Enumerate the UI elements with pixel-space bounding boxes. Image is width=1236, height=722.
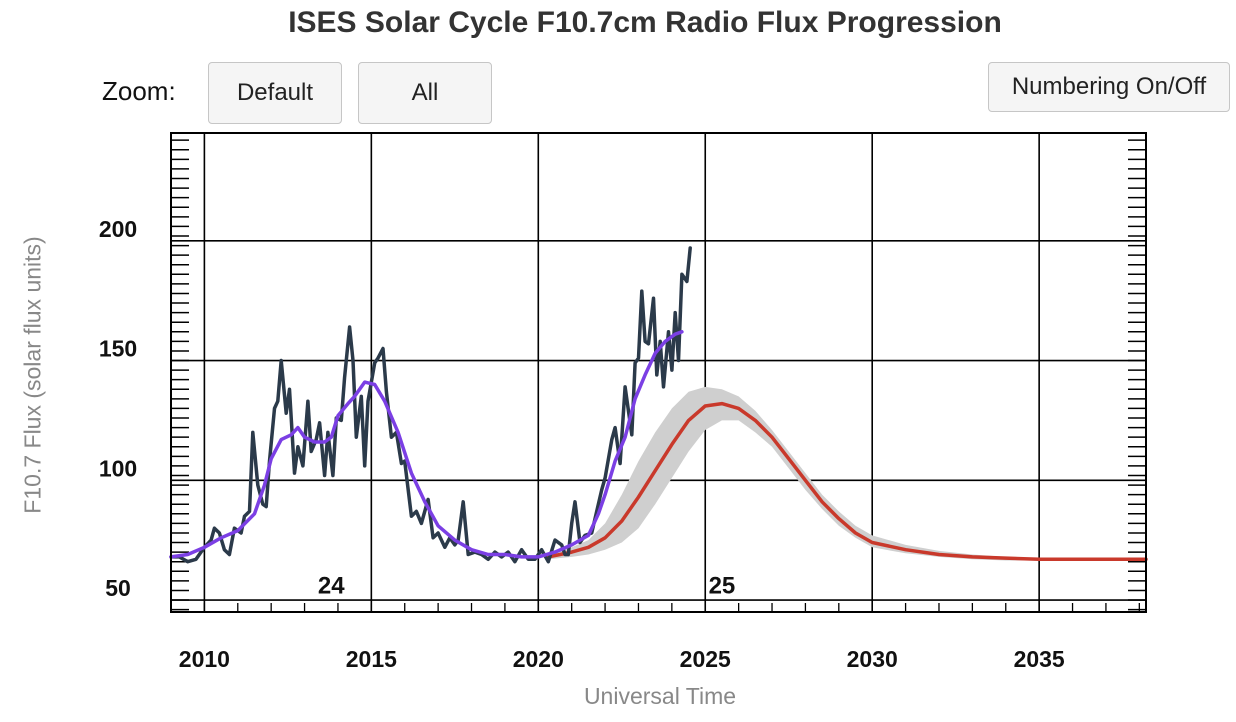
prediction-band bbox=[548, 386, 1146, 561]
cycle-label-24: 24 bbox=[318, 573, 345, 600]
plot-border bbox=[170, 132, 1147, 613]
zoom-all-button[interactable]: All bbox=[358, 62, 492, 124]
x-tick-label-2015: 2015 bbox=[346, 646, 397, 672]
x-tick-label-2030: 2030 bbox=[847, 646, 898, 672]
y-tick-label-100: 100 bbox=[99, 455, 137, 481]
x-tick-label-2035: 2035 bbox=[1014, 646, 1065, 672]
plot-frame bbox=[170, 132, 1147, 613]
smoothed-line bbox=[169, 330, 684, 559]
zoom-default-button[interactable]: Default bbox=[208, 62, 342, 124]
numbering-toggle-button[interactable]: Numbering On/Off bbox=[988, 62, 1230, 112]
predicted-line bbox=[546, 401, 1148, 562]
chart-title: ISES Solar Cycle F10.7cm Radio Flux Prog… bbox=[288, 6, 1002, 39]
minor-ticks bbox=[170, 139, 1146, 612]
x-tick-label-2010: 2010 bbox=[179, 646, 230, 672]
grid-lines bbox=[171, 133, 1146, 612]
x-axis-title: Universal Time bbox=[583, 683, 737, 709]
prediction-band-area bbox=[548, 386, 1146, 561]
series-lines bbox=[169, 246, 1148, 564]
cycle-label-25: 25 bbox=[709, 573, 736, 600]
y-tick-label-200: 200 bbox=[99, 216, 137, 242]
tick-labels: 2010 2015 2020 2025 2030 2035 50 100 150 200 24 25 bbox=[99, 216, 1065, 672]
y-tick-label-50: 50 bbox=[105, 575, 131, 601]
y-tick-label-150: 150 bbox=[99, 336, 137, 362]
x-tick-label-2020: 2020 bbox=[513, 646, 564, 672]
zoom-label: Zoom: bbox=[102, 76, 176, 106]
x-tick-label-2025: 2025 bbox=[680, 646, 731, 672]
